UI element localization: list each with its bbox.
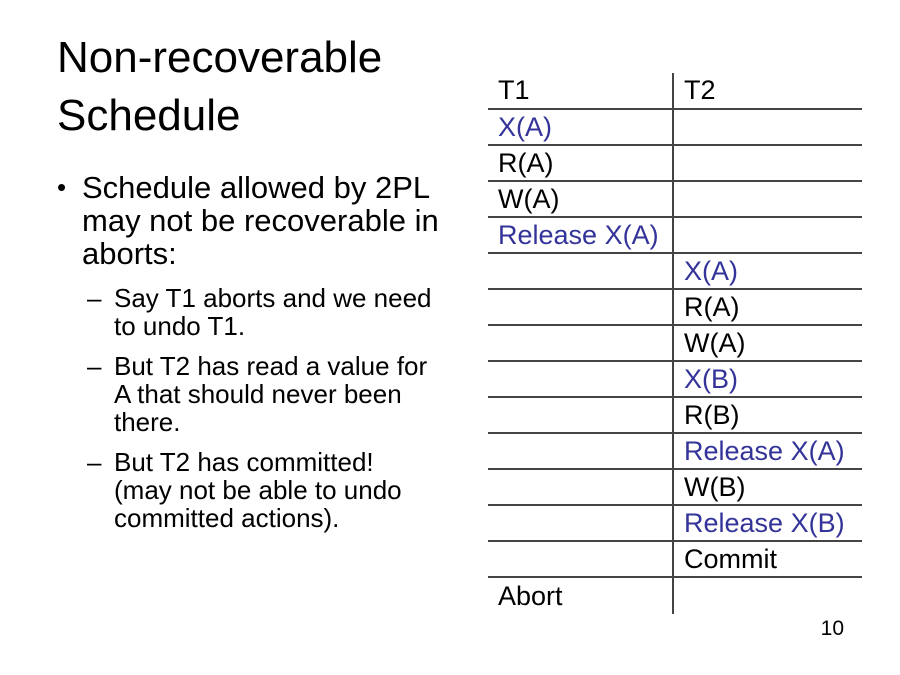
column-header-t1: T1 [488, 73, 674, 108]
bullet-text-line: to undo T1. [114, 311, 246, 341]
table-row: Commit [488, 542, 862, 578]
bullet-text-line: aborts: [82, 236, 177, 271]
bullet-text-line: But T2 has read a value for [114, 351, 428, 381]
schedule-table-header: T1 T2 [488, 73, 862, 110]
sub-bullet-item: – Say T1 aborts and we need to undo T1. [87, 284, 487, 340]
table-row: Release X(A) [488, 218, 862, 254]
empty-cell-t2 [674, 110, 862, 144]
bullet-text-line: But T2 has committed! [114, 447, 374, 477]
operation-cell-t1: Abort [488, 578, 674, 614]
empty-cell-t2 [674, 182, 862, 216]
table-row: X(A) [488, 110, 862, 146]
operation-cell-t2: Release X(A) [684, 435, 845, 466]
table-row: W(A) [488, 326, 862, 362]
empty-cell-t2 [674, 146, 862, 180]
dash-icon: – [87, 351, 102, 381]
bullet-text-line: there. [114, 407, 181, 437]
dash-icon: – [87, 283, 102, 313]
empty-cell-t1 [488, 326, 674, 360]
page-number: 10 [820, 617, 844, 640]
bullet-text-line: A that should never been [114, 379, 402, 409]
operation-cell-t2: Release X(B) [684, 507, 845, 538]
operation-cell-t1: W(A) [488, 182, 674, 216]
slide-title: Non-recoverable Schedule [57, 33, 383, 140]
empty-cell-t1 [488, 398, 674, 432]
sub-bullet-text: But T2 has read a value for A that shoul… [114, 352, 427, 436]
bullet-text-line: (may not be able to undo [114, 475, 402, 505]
dash-icon: – [87, 447, 102, 477]
table-row: X(B) [488, 362, 862, 398]
schedule-table-body: X(A) R(A) W(A) Release X(A) X(A) R(A) W(A) X(B)… [488, 110, 862, 614]
operation-cell-t2: X(B) [684, 363, 738, 394]
operation-cell-t1: R(A) [488, 146, 674, 180]
empty-cell-t2 [674, 218, 862, 252]
empty-cell-t2 [674, 578, 862, 614]
bullet-text-line: committed actions). [114, 503, 340, 533]
empty-cell-t1 [488, 506, 674, 540]
bullet-text-line: may not be recoverable in [82, 203, 439, 238]
table-row: R(B) [488, 398, 862, 434]
bullet-text: Schedule allowed by 2PL may not be recov… [82, 171, 439, 270]
empty-cell-t1 [488, 290, 674, 324]
table-row: Release X(B) [488, 506, 862, 542]
column-header-t2: T2 [684, 75, 716, 105]
sub-bullet-item: – But T2 has committed! (may not be able… [87, 448, 487, 532]
operation-cell-t2: W(A) [684, 327, 746, 358]
table-row: R(A) [488, 146, 862, 182]
operation-cell-t2: X(A) [684, 255, 738, 286]
table-row: W(A) [488, 182, 862, 218]
bullet-icon: • [57, 172, 67, 202]
empty-cell-t1 [488, 470, 674, 504]
bullet-item: • Schedule allowed by 2PL may not be rec… [57, 171, 487, 270]
bullet-text-line: Schedule allowed by 2PL [82, 170, 431, 205]
operation-cell-t1: X(A) [488, 110, 674, 144]
operation-cell-t2: W(B) [684, 471, 746, 502]
empty-cell-t1 [488, 434, 674, 468]
sub-bullet-text: Say T1 aborts and we need to undo T1. [114, 284, 432, 340]
empty-cell-t1 [488, 542, 674, 576]
table-row: R(A) [488, 290, 862, 326]
operation-cell-t2: R(B) [684, 399, 740, 430]
sub-bullet-item: – But T2 has read a value for A that sho… [87, 352, 487, 436]
operation-cell-t2: R(A) [684, 291, 740, 322]
bullet-list: • Schedule allowed by 2PL may not be rec… [57, 171, 487, 532]
empty-cell-t1 [488, 254, 674, 288]
sub-bullet-text: But T2 has committed! (may not be able t… [114, 448, 402, 532]
operation-cell-t2: Commit [684, 543, 777, 574]
empty-cell-t1 [488, 362, 674, 396]
table-row: Release X(A) [488, 434, 862, 470]
table-row: X(A) [488, 254, 862, 290]
table-row: W(B) [488, 470, 862, 506]
operation-cell-t1: Release X(A) [488, 218, 674, 252]
schedule-table: T1 T2 X(A) R(A) W(A) Release X(A) X(A) R(A) W(… [488, 73, 862, 614]
bullet-text-line: Say T1 aborts and we need [114, 283, 432, 313]
table-row: Abort [488, 578, 862, 614]
